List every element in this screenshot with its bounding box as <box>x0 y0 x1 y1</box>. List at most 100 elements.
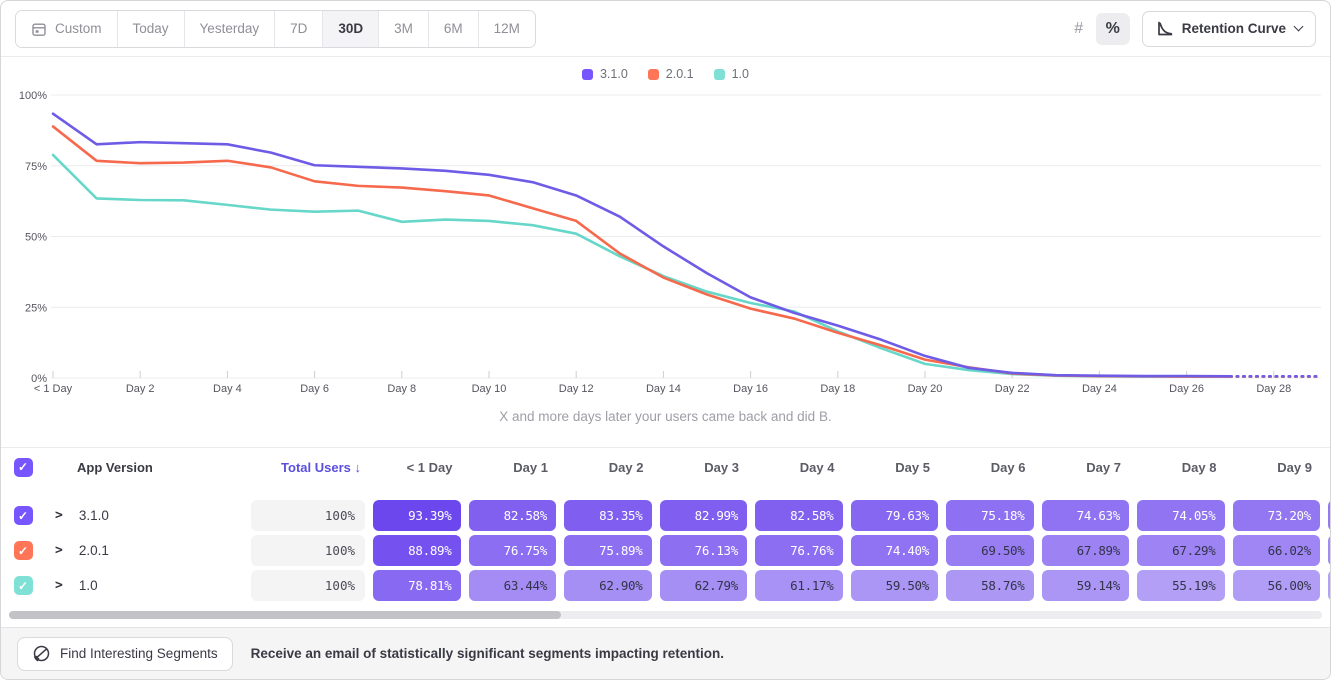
chart-type-dropdown[interactable]: Retention Curve <box>1141 10 1316 47</box>
row-checkbox[interactable]: ✓ <box>13 576 33 595</box>
percent-mode-button[interactable]: % <box>1095 12 1130 45</box>
day-column-header[interactable]: Day 3 <box>704 459 739 475</box>
retention-value-cell: 88.89% <box>373 535 461 566</box>
date-range-yesterday[interactable]: Yesterday <box>183 10 275 47</box>
signal-icon <box>33 645 50 662</box>
table-row-3.1.0: ✓ >3.1.0 100% 93.39% 82.58% 83.35% 82.99% 82.58… <box>1 498 1330 533</box>
day-column-header[interactable]: Day 5 <box>895 459 930 475</box>
app-version-header[interactable]: App Version <box>77 459 153 475</box>
date-range-7d[interactable]: 7D <box>274 10 323 47</box>
day-column-header[interactable]: < 1 Day <box>406 459 453 475</box>
retention-value-cell: 55.19% <box>1137 570 1225 601</box>
day-column-header[interactable]: Day 8 <box>1181 459 1217 475</box>
x-axis-label: Day 8 <box>387 383 416 395</box>
header-checkbox-cell: ✓ <box>1 457 45 477</box>
scrollbar-thumb[interactable] <box>9 611 561 619</box>
x-axis-label: Day 20 <box>908 383 943 395</box>
sort-descending-icon: ↓ <box>354 459 362 475</box>
retention-value-cell <box>1328 500 1330 531</box>
retention-value-cell: 79.63% <box>850 500 938 531</box>
date-range-30d[interactable]: 30D <box>322 10 379 47</box>
day-column-header[interactable]: Day 7 <box>1086 459 1121 475</box>
version-cell: >2.0.1 <box>45 543 247 558</box>
row-checkbox[interactable]: ✓ <box>13 541 33 560</box>
row-checkbox-cell: ✓ <box>1 541 45 560</box>
y-axis-label: 50% <box>25 232 47 244</box>
chart-section: 3.1.0 2.0.1 1.0 100% 75% 50% 25% 0% < 1 Day Day … <box>1 57 1330 447</box>
legend-item-2.0.1[interactable]: 2.0.1 <box>647 67 694 81</box>
app-version-label: 3.1.0 <box>78 508 109 523</box>
retention-table: ✓ App Version Total Users ↓ < 1 Day Day 1… <box>1 447 1330 627</box>
retention-value-cell: 61.17% <box>755 570 843 601</box>
retention-value-cell: 66.02% <box>1232 535 1320 566</box>
row-checkbox-cell: ✓ <box>1 506 45 525</box>
retention-value-cell: 67.29% <box>1137 535 1225 566</box>
retention-value-cell: 76.75% <box>468 535 556 566</box>
y-axis-label: 25% <box>25 302 47 314</box>
table-row-1.0: ✓ >1.0 100% 78.81% 63.44% 62.90% 62.79% 61.17% 5… <box>1 568 1330 603</box>
retention-value-cell: 56.00% <box>1232 570 1320 601</box>
legend-label: 1.0 <box>731 67 749 81</box>
footer-message: Receive an email of statistically signif… <box>250 646 724 661</box>
number-mode-button[interactable]: # <box>1061 12 1096 45</box>
select-all-checkbox[interactable]: ✓ <box>13 457 33 477</box>
date-range-6m[interactable]: 6M <box>427 10 478 47</box>
date-range-12m[interactable]: 12M <box>477 10 535 47</box>
total-users-cell: 100% <box>251 500 365 531</box>
total-users-cell: 100% <box>251 535 365 566</box>
toolbar: Custom Today Yesterday 7D 30D 3M 6M 12M #% Rete… <box>1 1 1330 57</box>
calendar-icon <box>32 23 46 36</box>
total-users-header[interactable]: Total Users ↓ <box>281 459 362 475</box>
retention-value-cell: 74.40% <box>850 535 938 566</box>
horizontal-scrollbar[interactable] <box>9 611 1322 619</box>
x-axis-label: Day 22 <box>995 383 1030 395</box>
version-cell: >3.1.0 <box>45 508 247 523</box>
retention-chart: 100% 75% 50% 25% 0%< 1 Day Day 2 Day 4 Day 6 Day… <box>19 90 1321 395</box>
date-range-3m[interactable]: 3M <box>378 10 428 47</box>
legend-swatch <box>713 68 725 80</box>
retention-value-cell <box>1328 535 1330 566</box>
legend-item-1.0[interactable]: 1.0 <box>713 67 749 81</box>
retention-value-cell: 74.63% <box>1041 500 1129 531</box>
total-users-cell: 100% <box>251 570 365 601</box>
retention-value-cell <box>1328 570 1330 601</box>
date-range-today[interactable]: Today <box>116 10 184 47</box>
toolbar-right: #% Retention Curve <box>1061 10 1316 47</box>
x-axis-label: Day 10 <box>472 383 507 395</box>
legend-item-3.1.0[interactable]: 3.1.0 <box>581 67 628 81</box>
date-range-label: Custom <box>55 21 102 36</box>
app-version-label: 2.0.1 <box>78 543 109 558</box>
day-column-header[interactable]: Day 4 <box>799 459 835 475</box>
day-column-header[interactable]: Day 1 <box>513 459 548 475</box>
date-range-label: 12M <box>493 21 520 36</box>
date-range-label: 30D <box>338 21 364 36</box>
expand-row-icon[interactable]: > <box>55 543 63 558</box>
day-column-header[interactable]: Day 2 <box>608 459 644 475</box>
retention-value-cell: 62.90% <box>564 570 652 601</box>
expand-row-icon[interactable]: > <box>55 578 63 593</box>
find-interesting-segments-button[interactable]: Find Interesting Segments <box>17 636 233 671</box>
retention-curve-icon <box>1157 21 1173 36</box>
chart-legend: 3.1.0 2.0.1 1.0 <box>1 57 1330 85</box>
expand-row-icon[interactable]: > <box>55 508 63 523</box>
series-line-2.0.1 <box>51 125 1232 378</box>
app-version-label: 1.0 <box>78 578 98 593</box>
day-column-header[interactable]: Day 6 <box>990 459 1026 475</box>
retention-value-cell: 59.50% <box>850 570 938 601</box>
table-header-row: ✓ App Version Total Users ↓ < 1 Day Day 1… <box>1 448 1330 486</box>
retention-value-cell: 82.58% <box>755 500 843 531</box>
y-axis-label: 100% <box>19 90 47 102</box>
series-line-3.1.0 <box>51 112 1232 378</box>
x-axis-label: Day 26 <box>1169 383 1204 395</box>
row-checkbox[interactable]: ✓ <box>13 506 33 525</box>
date-range-custom[interactable]: Custom <box>16 10 117 47</box>
retention-value-cell: 83.35% <box>564 500 652 531</box>
value-mode-toggle: #% <box>1061 12 1130 45</box>
date-range-label: Yesterday <box>199 21 260 36</box>
day-column-header[interactable]: Day 9 <box>1277 459 1312 475</box>
retention-value-cell: 58.76% <box>946 570 1034 601</box>
x-axis-label: Day 4 <box>213 383 242 395</box>
chevron-down-icon <box>1293 21 1304 32</box>
retention-value-cell: 59.14% <box>1041 570 1129 601</box>
